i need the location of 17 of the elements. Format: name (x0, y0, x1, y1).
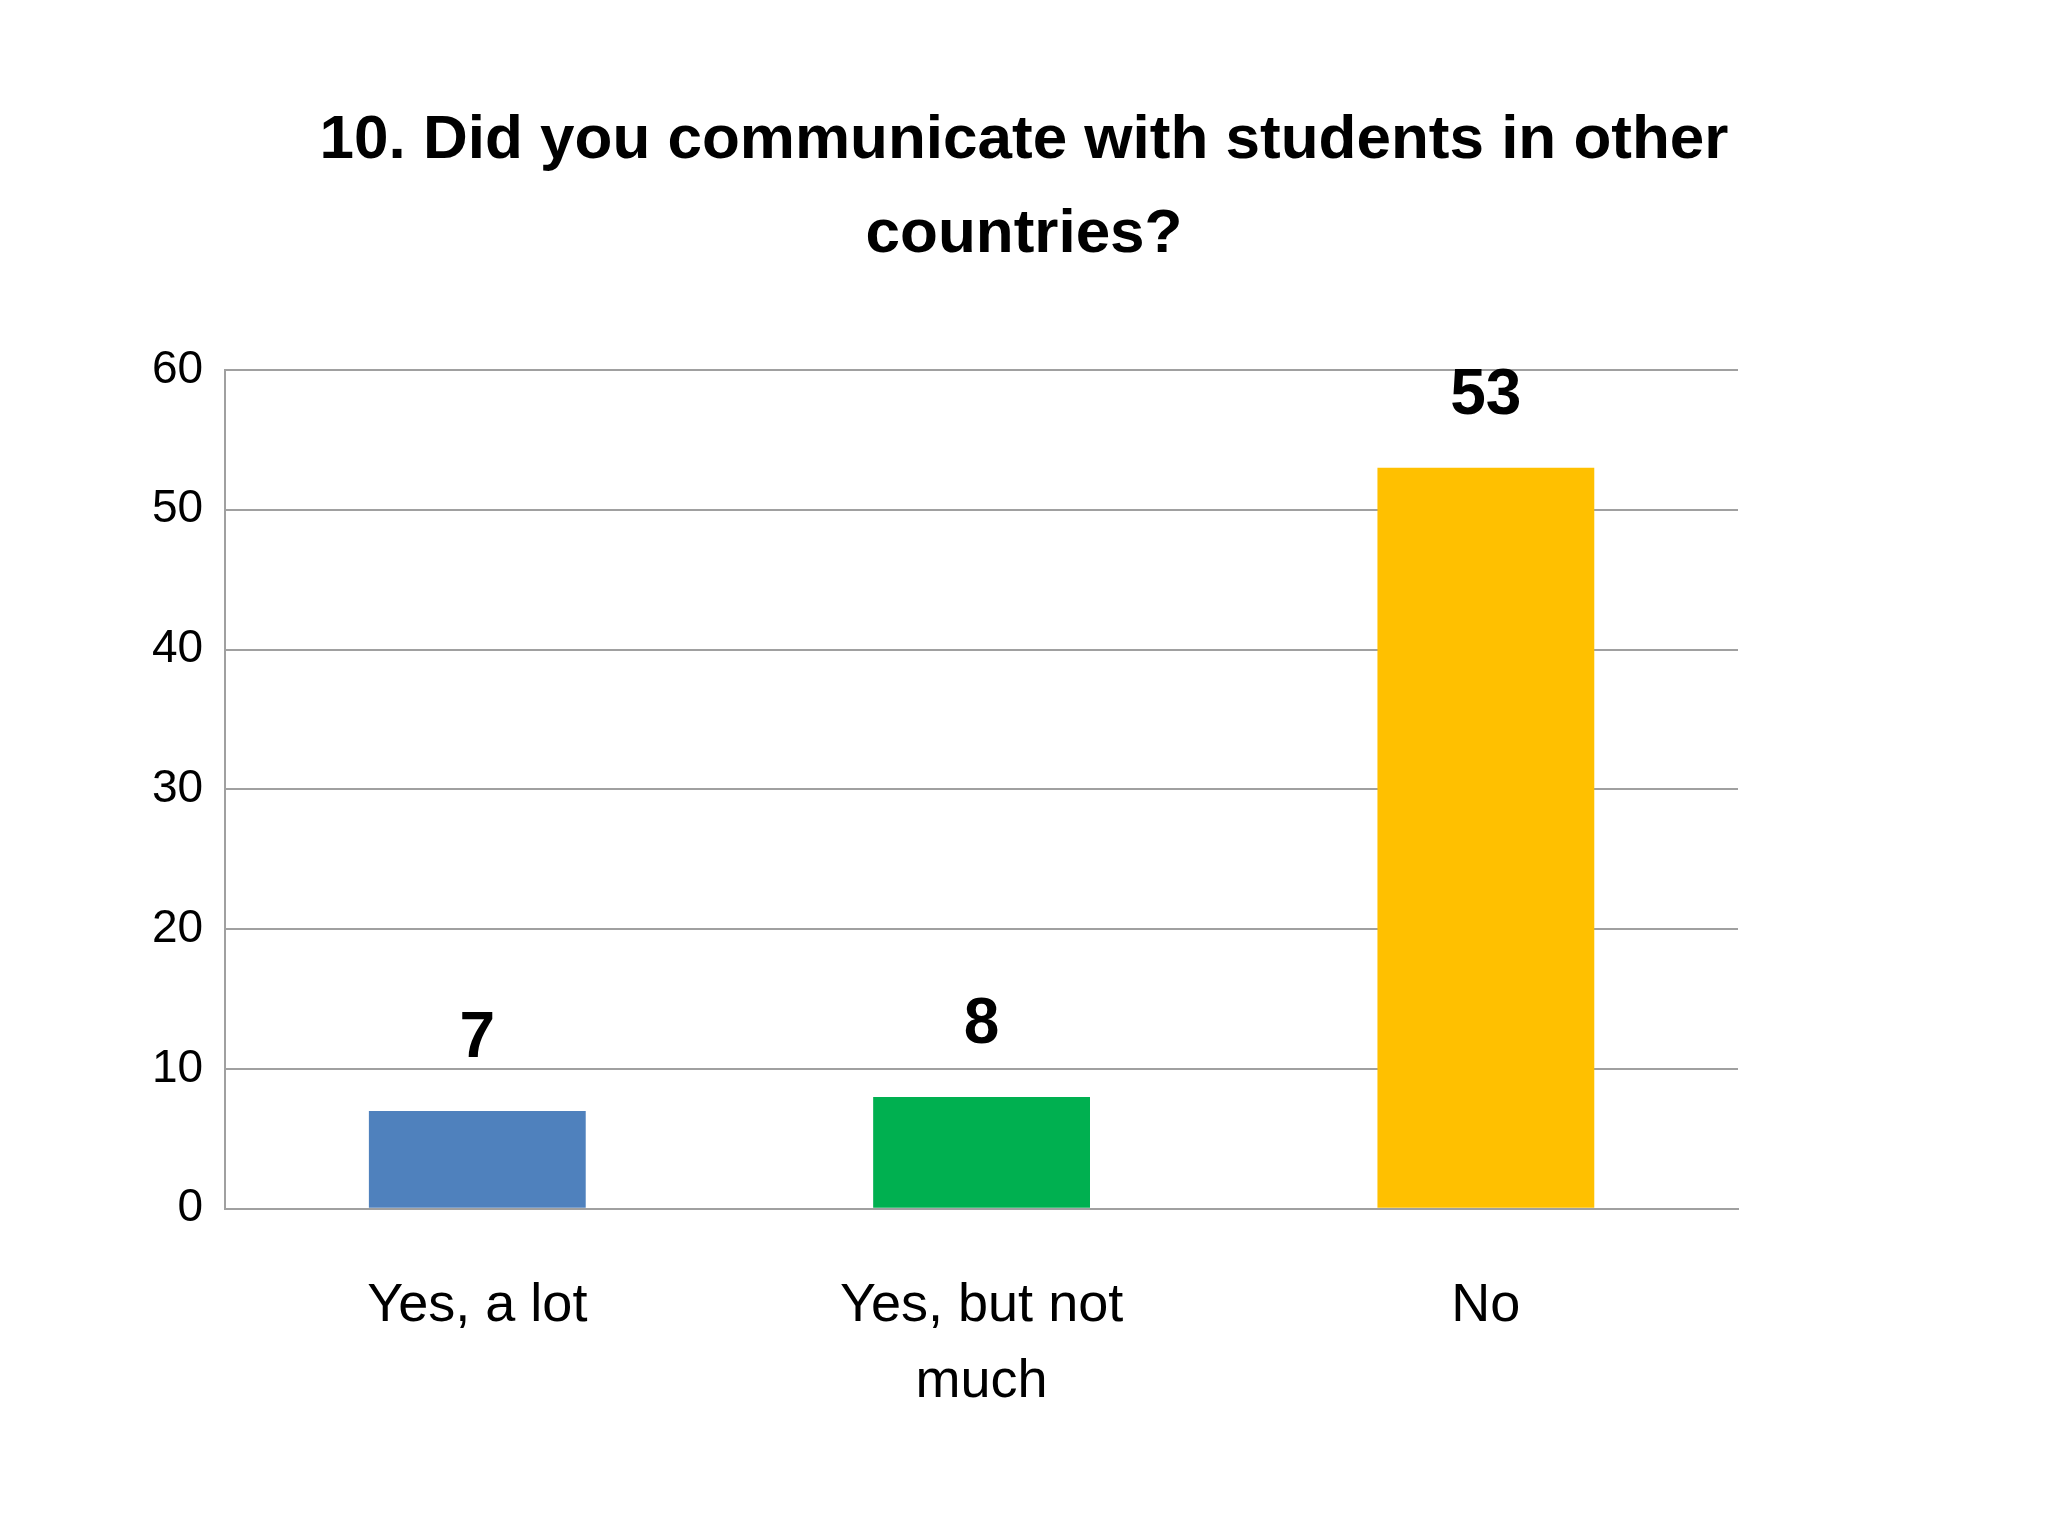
y-tick-label: 0 (177, 1179, 204, 1232)
y-tick-label: 10 (151, 1039, 204, 1092)
y-tick-label: 20 (151, 899, 204, 952)
x-tick-label: No (1451, 1272, 1521, 1333)
bar (873, 1096, 1090, 1208)
data-label: 7 (459, 998, 496, 1071)
data-label: 53 (1450, 355, 1522, 428)
data-label: 8 (963, 984, 1000, 1057)
x-tick-label: Yes, a lot (367, 1272, 588, 1333)
y-tick-label: 30 (151, 760, 204, 813)
y-tick-label: 60 (151, 340, 204, 393)
x-tick-label: Yes, but not much (839, 1272, 1124, 1409)
y-tick-label: 40 (151, 620, 204, 673)
bar (368, 1110, 586, 1208)
y-tick-label: 50 (151, 480, 204, 533)
chart-title: 10. Did you communicate with students in other countries? (318, 101, 1730, 267)
bar (1377, 467, 1595, 1208)
